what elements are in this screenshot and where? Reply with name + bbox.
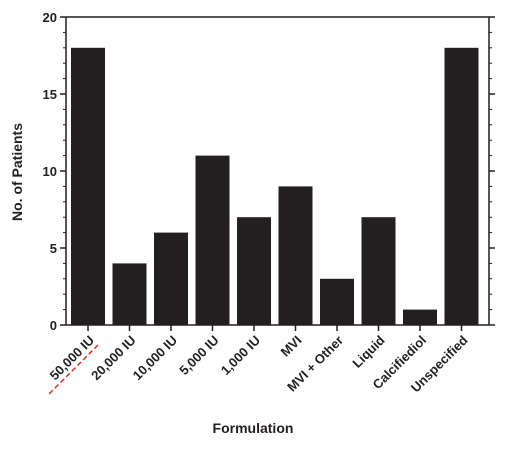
x-tick-label-3: 10,000 IU <box>130 333 180 383</box>
y-tick-label: 0 <box>50 318 57 333</box>
bar-9 <box>403 309 437 325</box>
y-tick-label: 15 <box>43 87 57 102</box>
x-tick-label-5: 1,000 IU <box>218 333 263 378</box>
y-ticks-group: 0 5 10 15 20 <box>43 10 495 333</box>
y-tick-label: 10 <box>43 164 57 179</box>
highlight-underline <box>47 344 99 396</box>
x-tick-label-4: 5,000 IU <box>176 333 221 378</box>
bar-7 <box>320 278 354 325</box>
x-tick-label-1: 50,000 IU <box>47 333 97 383</box>
bar-10 <box>444 47 479 326</box>
y-axis-title: No. of Patients <box>9 123 25 221</box>
bar-5 <box>237 217 271 325</box>
bar-4 <box>195 155 230 325</box>
x-axis-title: Formulation <box>213 420 294 436</box>
bar-1 <box>71 47 105 326</box>
x-tick-label-2: 20,000 IU <box>88 333 138 383</box>
bar-2 <box>112 263 147 325</box>
bars-group <box>71 47 479 326</box>
bar-6 <box>278 186 313 325</box>
x-tick-label-8: Liquid <box>349 332 387 370</box>
bar-8 <box>361 217 396 325</box>
y-tick-label: 5 <box>50 241 57 256</box>
y-tick-label: 20 <box>43 10 57 25</box>
x-tick-label-6: MVI <box>278 333 305 360</box>
bar-3 <box>154 232 188 325</box>
